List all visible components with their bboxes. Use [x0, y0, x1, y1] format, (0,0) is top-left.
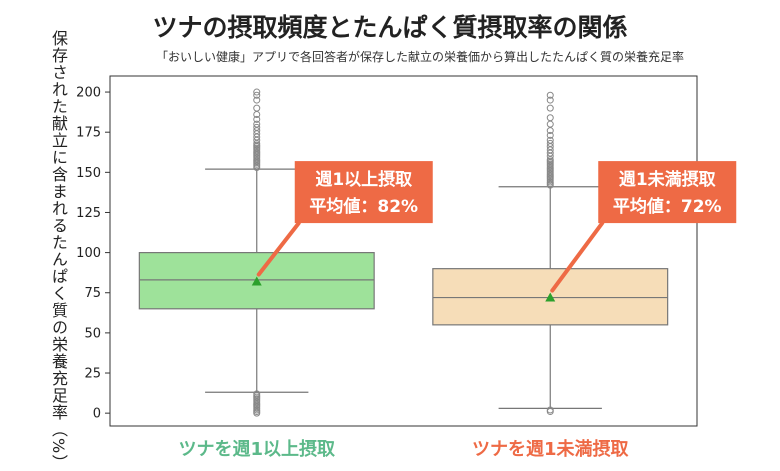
outlier-point — [253, 123, 261, 131]
annotation-box — [598, 161, 737, 224]
outlier-point — [546, 120, 554, 128]
y-tick-label: 50 — [84, 326, 101, 341]
x-category-label: ツナを週1未満摂取 — [472, 438, 630, 460]
x-category-label: ツナを週1以上摂取 — [178, 438, 336, 460]
y-tick-label: 25 — [84, 367, 101, 382]
y-tick-label: 75 — [84, 286, 101, 301]
outlier-point — [253, 390, 261, 398]
mean-marker — [251, 276, 262, 286]
outlier-point — [546, 406, 554, 414]
outlier-point — [546, 96, 554, 104]
y-tick-label: 100 — [76, 246, 101, 261]
outlier-point — [546, 139, 554, 147]
mean-marker — [545, 292, 556, 302]
y-tick-label: 0 — [93, 407, 101, 422]
y-tick-label: 125 — [76, 206, 101, 221]
annotation-title: 週1未満摂取 — [619, 169, 716, 190]
annotation-pointer — [550, 221, 605, 293]
outlier-point — [546, 136, 554, 144]
chart-title: ツナの摂取頻度とたんぱく質摂取率の関係 — [152, 13, 628, 42]
outlier-point — [253, 120, 261, 128]
y-tick-label: 150 — [76, 166, 101, 181]
outlier-point — [253, 88, 261, 96]
outlier-point — [253, 96, 261, 104]
annotation-pointer — [256, 221, 301, 277]
annotation-box — [294, 161, 433, 224]
annotation-mean: 平均値：72% — [613, 196, 722, 217]
outlier-point — [546, 114, 554, 122]
outlier-point — [253, 115, 261, 123]
outlier-point — [253, 91, 261, 99]
y-axis-label: 保存された献立に含まれるたんぱく質の栄養充足率（%） — [49, 30, 68, 471]
chart-subtitle: 「おいしい健康」アプリで各回答者が保存した献立の栄養価から算出したたんぱく質の栄… — [155, 50, 684, 64]
outlier-point — [546, 91, 554, 99]
annotation-mean: 平均値：82% — [309, 196, 418, 217]
outlier-point — [546, 104, 554, 112]
outlier-point — [546, 131, 554, 139]
y-tick-label: 175 — [76, 126, 101, 141]
y-tick-label: 200 — [76, 86, 101, 101]
annotation-title: 週1以上摂取 — [315, 169, 412, 190]
plot-frame — [109, 75, 698, 427]
outlier-point — [253, 104, 261, 112]
